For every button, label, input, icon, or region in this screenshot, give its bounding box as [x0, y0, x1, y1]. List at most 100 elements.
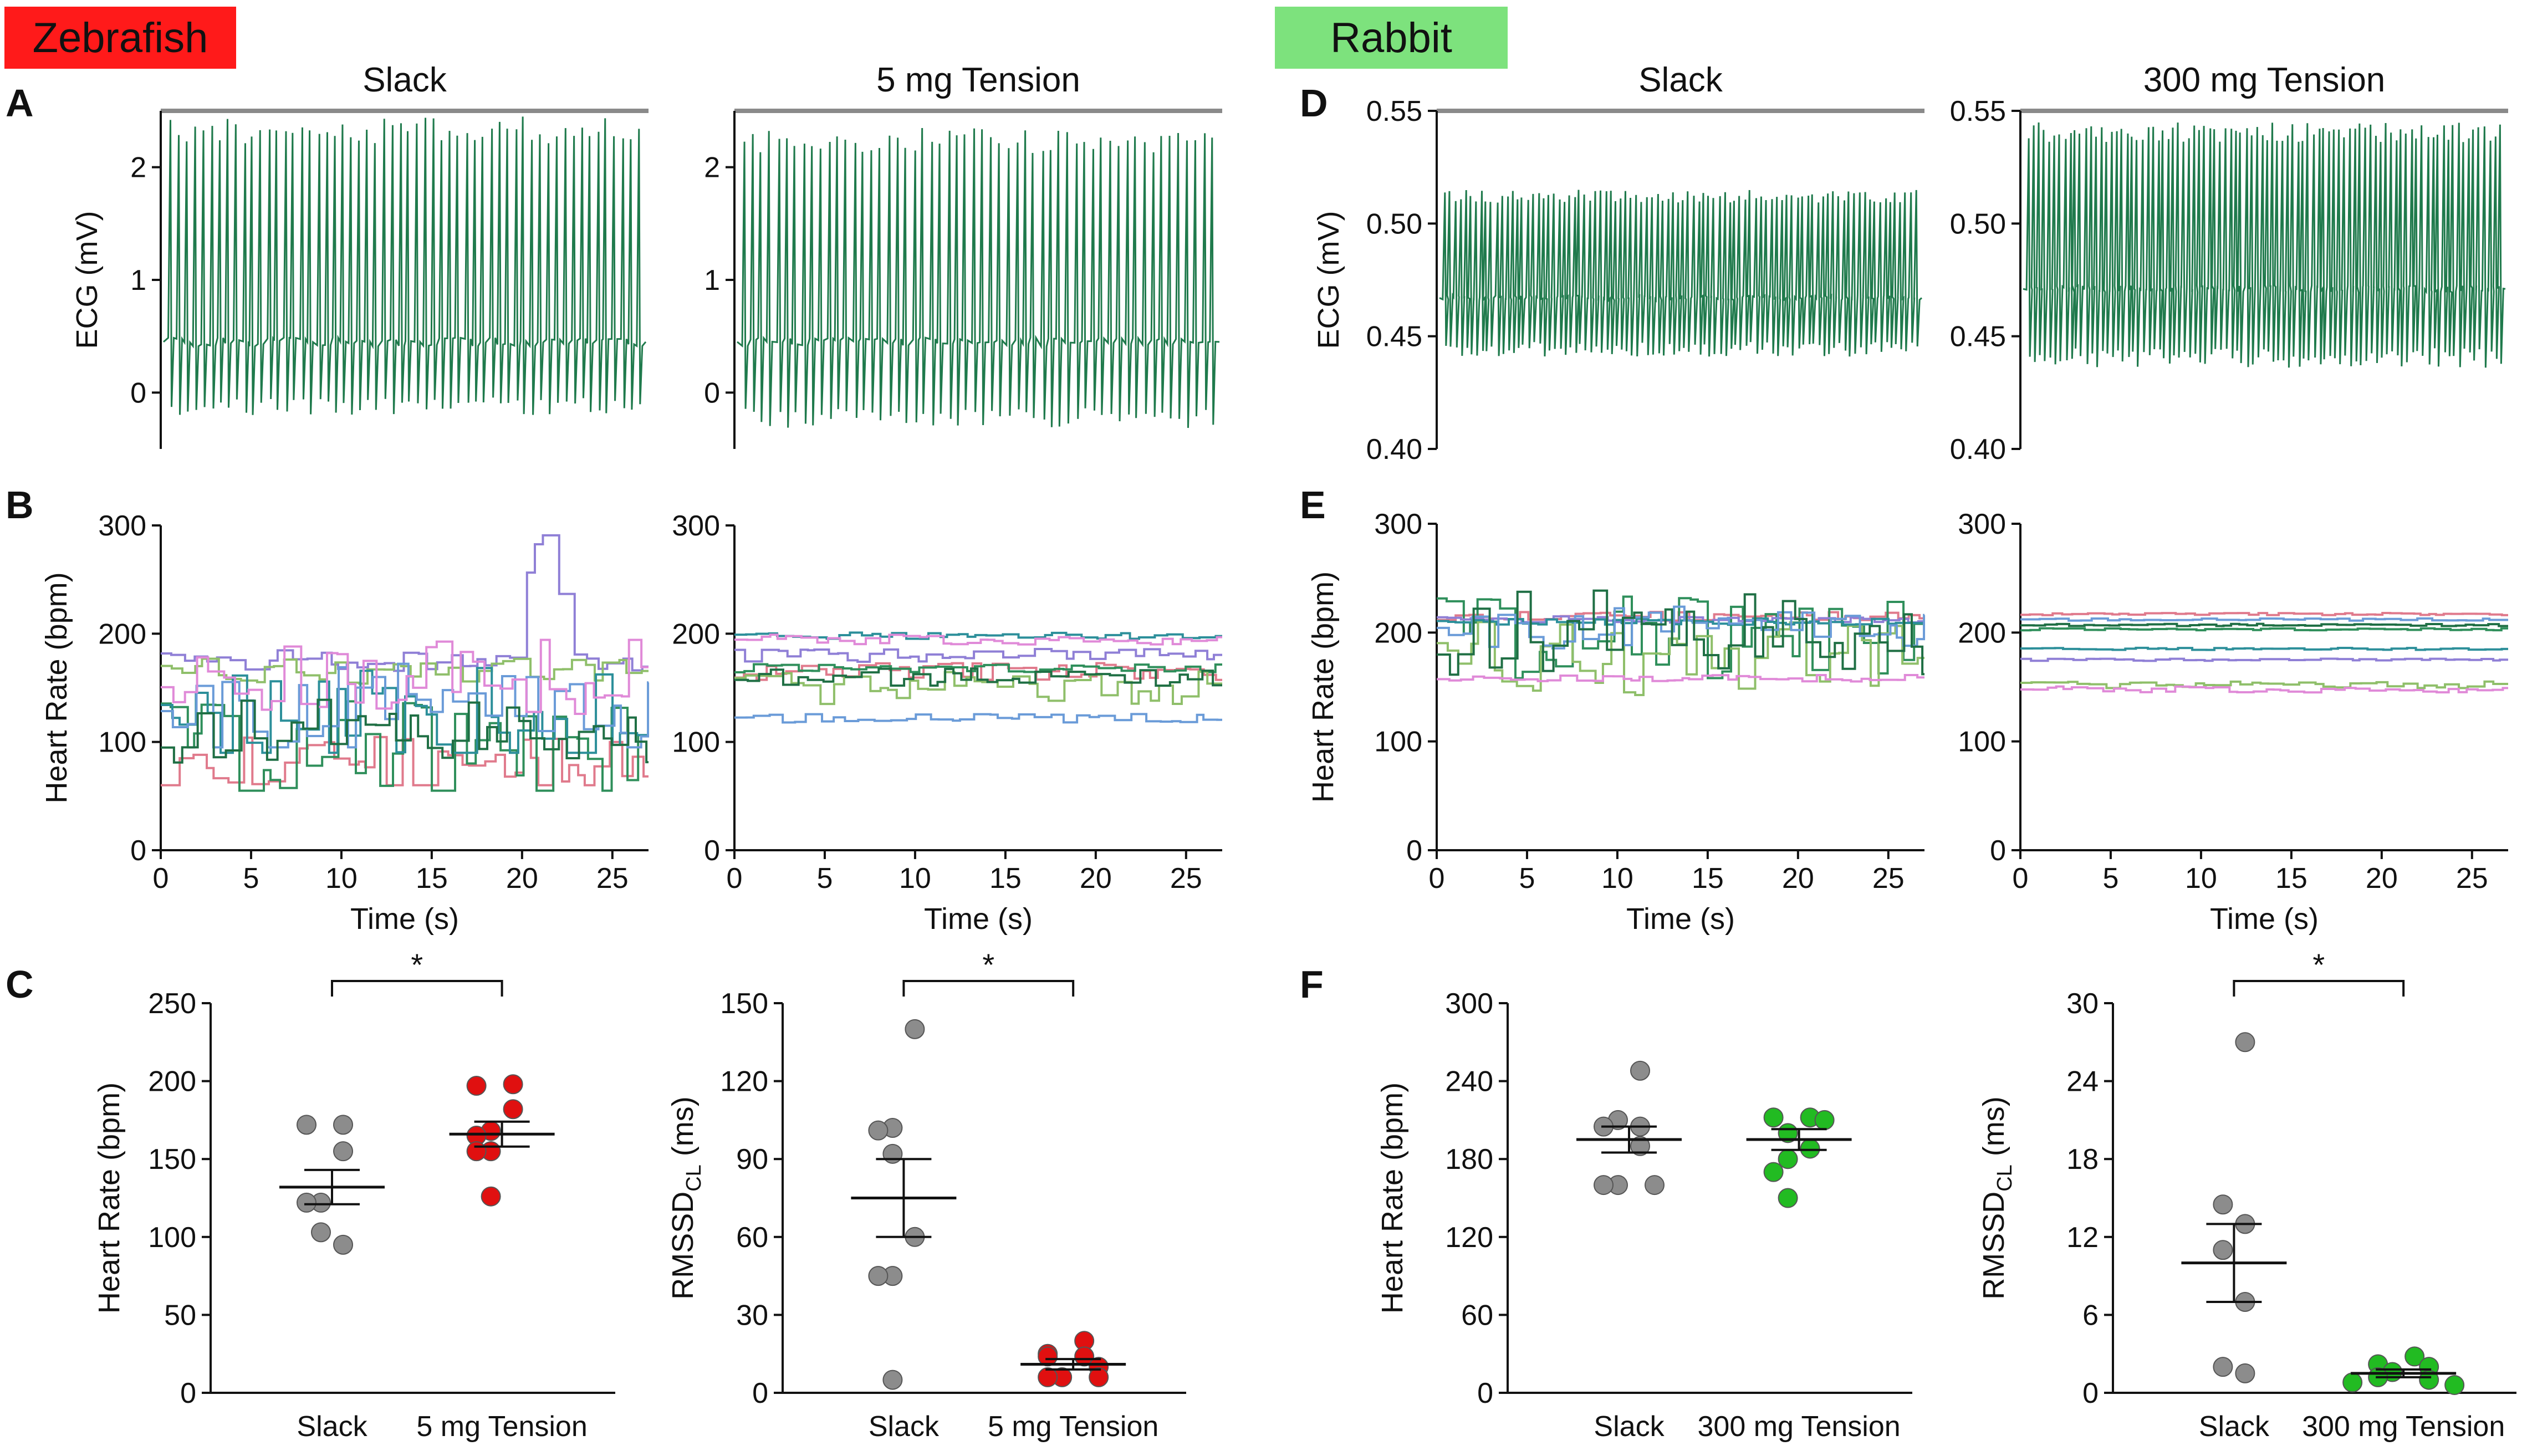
E-slack-y-axis-label: Heart Rate (bpm) [1306, 571, 1340, 803]
E-tension-series-5 [2020, 646, 2508, 651]
B-tension-series-5 [734, 631, 1222, 640]
C-rmssd-significance-bracket [902, 980, 1075, 997]
C-rmssd-category-label: Slack [869, 1411, 940, 1443]
E-tension-series-7 [2020, 685, 2508, 694]
A-tension-ecg-trace [737, 127, 1220, 428]
E-tension-y-tick-label: 0 [1990, 835, 2006, 867]
F-rmssd-y-tick-label: 30 [2066, 988, 2099, 1020]
D-tension-y-tick-label: 0.40 [1950, 433, 2006, 466]
C-hr-point-2 [503, 1074, 523, 1095]
F-hr-point-1 [1645, 1175, 1665, 1196]
B-slack-y-tick-label: 0 [130, 835, 146, 867]
A-slack-y-tick-label: 2 [130, 152, 146, 184]
A-slack-y-axis-label: ECG (mV) [70, 211, 104, 349]
zebrafish-tag: Zebrafish [4, 7, 236, 69]
F-hr-point-2 [1778, 1188, 1798, 1208]
C-rmssd-y-tick-label: 0 [752, 1377, 768, 1409]
F-rmssd-significance-bracket [2233, 980, 2405, 997]
F-hr-point-2 [1800, 1138, 1820, 1159]
C-hr-category-label: 5 mg Tension [416, 1411, 587, 1443]
D-tension-ecg-trace [2023, 122, 2506, 368]
F-hr-point-2 [1763, 1162, 1784, 1182]
C-hr-y-tick-label: 250 [148, 988, 196, 1020]
B-slack-x-tick-label: 25 [596, 862, 629, 895]
F-hr-point-1 [1594, 1175, 1614, 1196]
E-slack-x-tick-label: 15 [1692, 862, 1724, 895]
F-hr-point-1 [1630, 1136, 1650, 1156]
F-hr-y-tick-label: 0 [1477, 1377, 1493, 1409]
C-hr-point-2 [466, 1141, 487, 1162]
C-rmssd-point-2 [1038, 1346, 1058, 1367]
rabbit-tension-header: 300 mg Tension [2143, 61, 2386, 99]
E-tension-x-tick-label: 20 [2366, 862, 2398, 895]
panel-letter-F: F [1300, 963, 1324, 1006]
E-slack-x-tick-label: 20 [1782, 862, 1814, 895]
panel-letter-C: C [6, 963, 34, 1006]
B-slack-y-tick-label: 200 [98, 618, 146, 650]
zebrafish-tension-header: 5 mg Tension [876, 61, 1080, 99]
C-hr-y-tick-label: 150 [148, 1143, 196, 1176]
E-slack-series-7 [1437, 674, 1924, 683]
panel-letter-A: A [6, 81, 34, 125]
F-rmssd-y-axis-label: RMSSDCL (ms) [1977, 1096, 2016, 1300]
C-hr-point-1 [333, 1234, 353, 1255]
F-rmssd-point-2 [2342, 1372, 2363, 1393]
F-rmssd-category-label: Slack [2199, 1411, 2270, 1443]
C-hr-y-tick-label: 0 [180, 1377, 196, 1409]
C-hr-point-1 [297, 1115, 316, 1135]
B-tension-series-3 [734, 647, 1222, 663]
E-tension-y-tick-label: 100 [1958, 726, 2006, 758]
C-rmssd-point-1 [882, 1143, 903, 1164]
C-hr-significance-bracket [331, 980, 503, 997]
D-slack-y-tick-label: 0.40 [1366, 433, 1422, 466]
E-tension-series-2 [2020, 627, 2508, 632]
B-slack-y-axis-label: Heart Rate (bpm) [40, 572, 73, 803]
B-tension-series-8 [734, 667, 1222, 687]
C-hr-point-2 [466, 1076, 487, 1096]
C-rmssd-point-1 [868, 1120, 889, 1141]
B-tension-y-tick-label: 300 [672, 510, 720, 542]
C-hr-category-label: Slack [297, 1411, 367, 1443]
B-tension-x-tick-label: 0 [727, 862, 743, 895]
E-tension-x-tick-label: 0 [2013, 862, 2029, 895]
E-slack-series-4 [1437, 621, 1924, 697]
E-slack-series-8 [1437, 589, 1924, 676]
F-rmssd-point-1 [2213, 1240, 2233, 1260]
F-rmssd-point-1 [2213, 1194, 2233, 1215]
B-tension-y-tick-label: 100 [672, 727, 720, 759]
C-hr-point-1 [333, 1115, 353, 1135]
A-slack-y-tick-label: 1 [130, 264, 146, 297]
E-slack-y-tick-label: 200 [1374, 617, 1422, 649]
B-slack-x-axis-label: Time (s) [350, 902, 459, 936]
E-slack-y-tick-label: 0 [1406, 835, 1422, 867]
E-slack-x-axis-label: Time (s) [1626, 902, 1735, 936]
F-rmssd-y-tick-label: 6 [2082, 1299, 2099, 1331]
zebrafish-slack-header: Slack [363, 61, 447, 99]
C-hr-y-axis-label: Heart Rate (bpm) [93, 1082, 126, 1314]
E-slack-y-tick-label: 300 [1374, 508, 1422, 540]
F-hr-category-label: 300 mg Tension [1698, 1411, 1901, 1443]
E-tension-x-tick-label: 25 [2456, 862, 2488, 895]
B-slack-y-tick-label: 300 [98, 510, 146, 542]
A-tension-y-tick-label: 2 [704, 152, 720, 184]
C-rmssd-y-tick-label: 90 [736, 1143, 768, 1176]
F-rmssd-point-2 [2404, 1346, 2425, 1367]
D-tension-y-tick-label: 0.45 [1950, 321, 2006, 353]
B-slack-series-1 [161, 735, 649, 786]
E-tension-x-tick-label: 5 [2103, 862, 2119, 895]
D-tension-ecg-line [2023, 122, 2506, 368]
B-tension-series-6 [734, 713, 1222, 724]
E-tension-series-1 [2020, 612, 2508, 616]
C-hr-y-tick-label: 200 [148, 1066, 196, 1098]
B-tension-x-tick-label: 20 [1080, 862, 1112, 895]
E-slack-y-tick-label: 100 [1374, 726, 1422, 758]
rabbit-slack-header: Slack [1638, 61, 1723, 99]
B-slack-x-tick-label: 15 [416, 862, 448, 895]
F-hr-y-tick-label: 60 [1461, 1299, 1493, 1331]
F-hr-point-2 [1814, 1110, 1835, 1130]
E-tension-y-tick-label: 300 [1958, 508, 2006, 540]
E-tension-x-tick-label: 15 [2275, 862, 2307, 895]
panel-letter-E: E [1300, 483, 1326, 527]
E-slack-series-2 [1437, 595, 1924, 680]
